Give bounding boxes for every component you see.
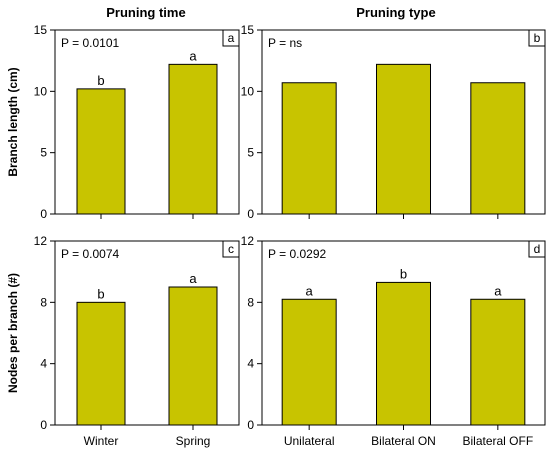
panel-letter-box: [222, 29, 240, 47]
p-value-text: P = 0.0074: [61, 247, 119, 261]
y-tick-label: 10: [34, 84, 48, 98]
x-tick-label: Bilateral OFF: [462, 434, 533, 448]
panel-letter-box: [528, 29, 546, 47]
significance-letter: a: [306, 283, 314, 298]
panel-letter: d: [534, 242, 541, 256]
panel-frame: [54, 29, 240, 215]
x-tick-label: Spring: [176, 434, 211, 448]
y-tick-label: 4: [247, 357, 254, 371]
bar: [376, 63, 431, 215]
x-tick-label: Unilateral: [284, 434, 335, 448]
y-axis-label: Branch length (cm): [6, 67, 20, 176]
significance-letter: b: [97, 286, 104, 301]
y-tick-label: 15: [34, 23, 48, 37]
significance-letter: b: [97, 73, 104, 88]
panel-c: 0 4 8 12 Nodes per branch (#) Winter b Spring a P…: [6, 234, 240, 448]
y-tick-label: 5: [247, 146, 254, 160]
bar: [281, 298, 337, 426]
p-value-text: P = 0.0101: [61, 36, 119, 50]
column-title-pruning-time: Pruning time: [106, 5, 185, 20]
y-tick-label: 0: [247, 418, 254, 432]
bar: [376, 281, 431, 426]
y-tick-label: 0: [247, 207, 254, 221]
y-tick-label: 8: [247, 295, 254, 309]
y-tick-label: 5: [40, 146, 47, 160]
y-tick-label: 0: [40, 418, 47, 432]
significance-letter: b: [400, 266, 407, 281]
panel-letter: a: [228, 31, 235, 45]
p-value-text: P = 0.0292: [268, 247, 326, 261]
panel-a: 0 5 10 15 Branch length (cm) b a P = 0.0101 a: [6, 23, 240, 221]
y-tick-label: 12: [34, 234, 48, 248]
panel-frame: [54, 240, 240, 426]
x-tick-label: Winter: [84, 434, 119, 448]
x-tick-label: Bilateral ON: [371, 434, 436, 448]
panels: 0 5 10 15 Branch length (cm) b a P = 0.0101 a 0 5 1…: [6, 23, 546, 448]
bar: [76, 301, 126, 426]
y-tick-label: 15: [241, 23, 255, 37]
panel-letter: b: [534, 31, 541, 45]
panel-b: 0 5 10 15 P = ns b: [241, 23, 546, 221]
significance-letter: a: [189, 48, 197, 63]
bar: [76, 88, 126, 215]
panel-letter-box: [528, 240, 546, 258]
p-value-text: P = ns: [268, 36, 302, 50]
significance-letter: a: [494, 283, 502, 298]
panel-d: 0 4 8 12 Unilateral a Bilateral ON b Bilateral O…: [241, 234, 546, 448]
y-tick-label: 0: [40, 207, 47, 221]
y-tick-label: 12: [241, 234, 255, 248]
bar: [470, 82, 526, 215]
bar: [470, 298, 526, 426]
panel-letter: c: [228, 242, 234, 256]
bar: [168, 63, 218, 215]
bar: [281, 82, 337, 215]
y-axis-label: Nodes per branch (#): [6, 273, 20, 393]
y-tick-label: 10: [241, 84, 255, 98]
significance-letter: a: [189, 271, 197, 286]
y-tick-label: 8: [40, 295, 47, 309]
y-tick-label: 4: [40, 357, 47, 371]
panel-letter-box: [222, 240, 240, 258]
column-title-pruning-type: Pruning type: [356, 5, 435, 20]
bar: [168, 286, 218, 426]
